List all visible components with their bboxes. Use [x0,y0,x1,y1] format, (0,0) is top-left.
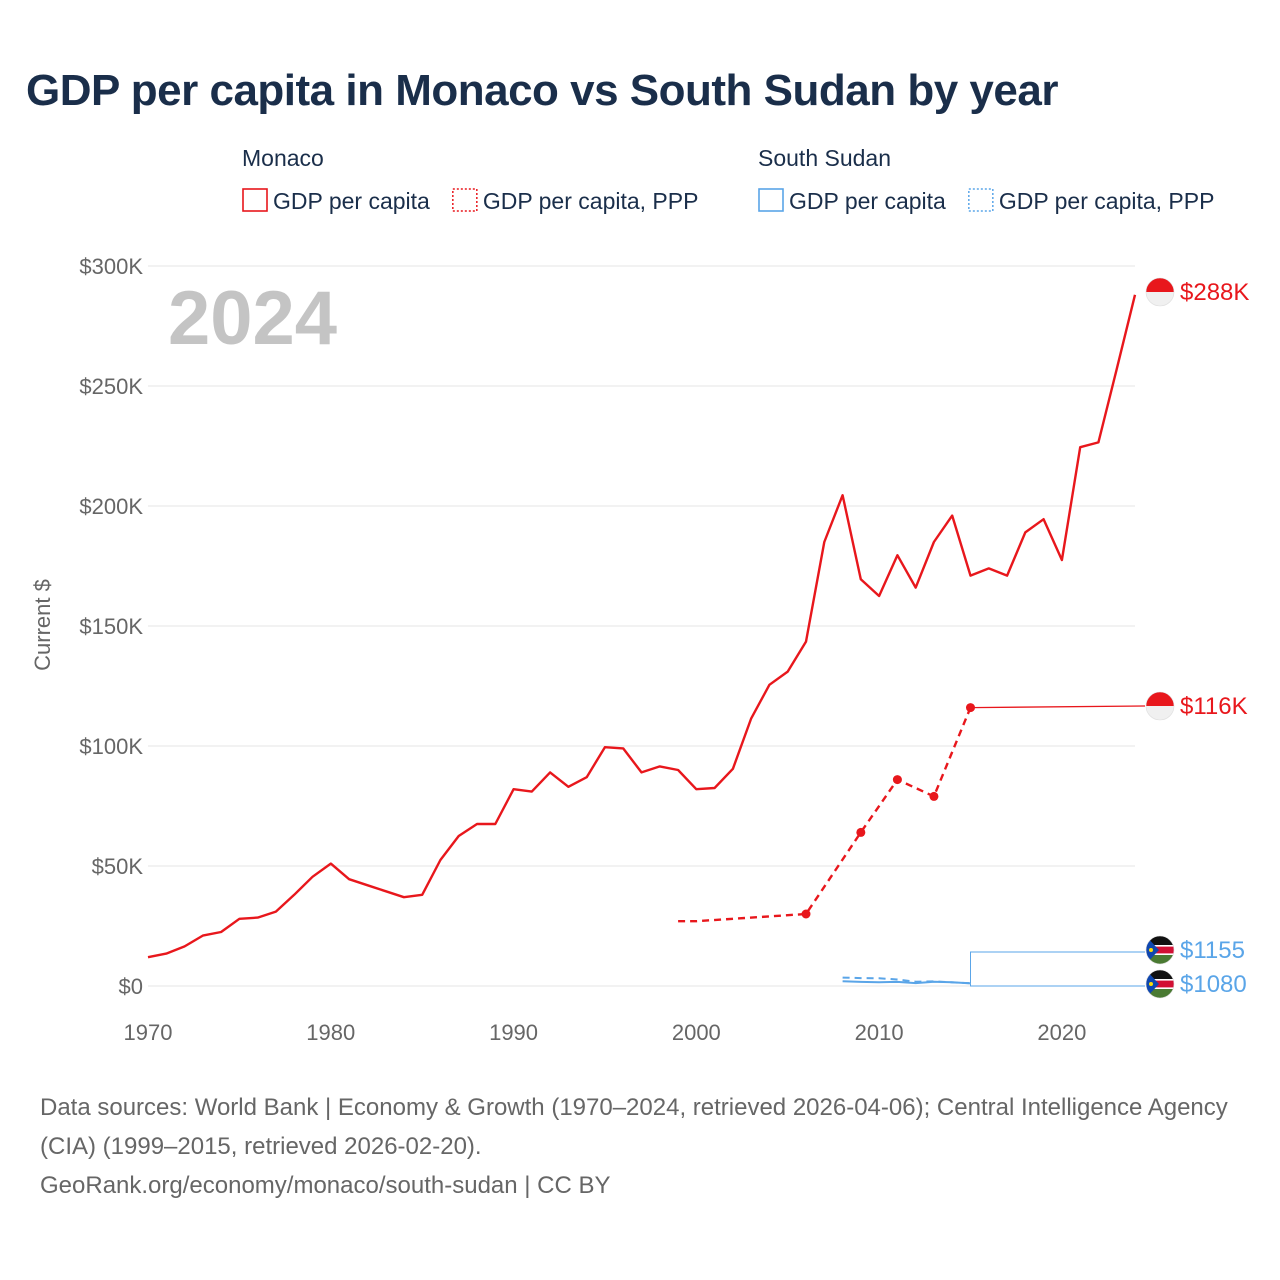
end-value-label: $1155 [1180,937,1245,964]
legend-swatch-dotted [968,188,994,212]
legend-item-label: GDP per capita [789,188,946,214]
x-tick-label: 1970 [124,1020,173,1045]
south-sudan-flag-icon [1145,935,1175,965]
monaco-flag-icon [1145,691,1175,721]
x-tick-label: 2000 [672,1020,721,1045]
y-tick-label: $50K [92,854,144,879]
series-marker [856,827,866,837]
y-tick-label: $300K [79,254,143,279]
grid-lines [148,265,1135,987]
x-tick-label: 2020 [1037,1020,1086,1045]
end-value-label: $116K [1180,693,1248,720]
monaco-flag-icon [1145,277,1175,307]
y-axis: $0 $50K $100K $150K $200K $250K $300K [79,254,143,999]
x-tick-label: 2010 [855,1020,904,1045]
legend-item-label: GDP per capita [273,188,430,214]
series-line [678,707,972,923]
series-marker [892,775,902,785]
legend-swatch-dotted [452,188,478,212]
y-tick-label: $100K [79,734,143,759]
legend-item-label: GDP per capita, PPP [999,188,1215,214]
series-line [842,980,971,985]
end-value-label: $1080 [1180,971,1247,998]
legend: Monaco GDP per capita GDP per capita, PPP S… [242,145,1214,214]
x-tick-label: 1980 [306,1020,355,1045]
end-connector [970,983,1145,987]
y-tick-label: $150K [79,614,143,639]
legend-group-title: South Sudan [758,145,891,171]
series-marker [929,791,939,801]
end-connector [970,705,1146,709]
y-tick-label: $200K [79,494,143,519]
x-tick-label: 1990 [489,1020,538,1045]
year-watermark: 2024 [168,276,337,361]
series-marker [801,909,811,919]
footer-sources: Data sources: World Bank | Economy & Gro… [40,1094,1228,1160]
legend-item-label: GDP per capita, PPP [483,188,699,214]
legend-group-title: Monaco [242,145,324,171]
chart-title: GDP per capita in Monaco vs South Sudan … [26,66,1058,115]
legend-swatch-solid [242,188,268,212]
series-line [842,976,971,985]
end-value-label: $288K [1180,279,1249,306]
data-source-footer: Data sources: World Bank | Economy & Gro… [40,1088,1250,1205]
end-labels: $288K $116K $1155 $1080 [1145,277,1249,999]
legend-swatch-solid [758,188,784,212]
end-connector [970,951,1145,984]
end-label-connectors [970,705,1146,987]
series-line [147,294,1137,959]
x-axis: 1970 1980 1990 2000 2010 2020 [124,1020,1087,1045]
south-sudan-flag-icon [1145,969,1175,999]
y-tick-label: $250K [79,374,143,399]
y-tick-label: $0 [119,974,143,999]
footer-attribution: GeoRank.org/economy/monaco/south-sudan |… [40,1172,611,1199]
y-axis-label: Current $ [30,579,55,671]
series-lines [147,294,1137,985]
